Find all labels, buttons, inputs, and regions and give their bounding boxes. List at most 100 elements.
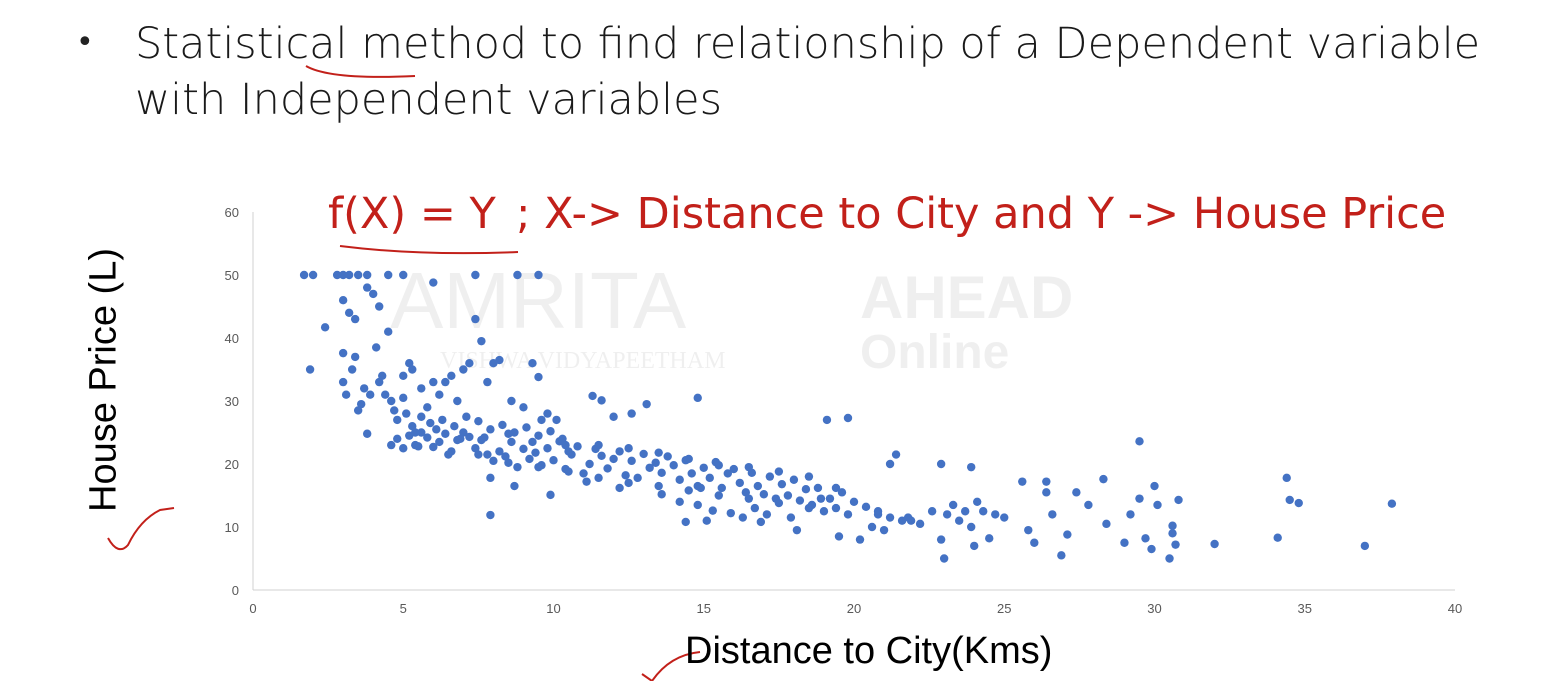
scatter-point: [804, 503, 814, 513]
scatter-point: [717, 483, 726, 493]
scatter-point: [973, 497, 982, 506]
scatter-point: [801, 485, 811, 494]
handwritten-annotations: [107, 65, 701, 681]
scatter-point: [441, 377, 450, 387]
x-tick-label: 10: [546, 601, 560, 616]
scatter-point: [744, 494, 754, 503]
checkmark-x-annotation: [641, 651, 701, 681]
scatter-point: [588, 391, 597, 401]
scatter-point: [687, 469, 696, 478]
scatter-point: [834, 532, 844, 541]
scatter-point: [816, 494, 826, 503]
y-tick-label: 40: [225, 331, 239, 346]
scatter-point: [849, 497, 859, 506]
scatter-point: [1099, 474, 1108, 484]
scatter-point: [402, 409, 411, 418]
scatter-point: [966, 522, 976, 532]
scatter-point: [831, 483, 841, 493]
scatter-point: [341, 390, 351, 399]
x-tick-label: 5: [400, 601, 407, 616]
scatter-point: [1360, 541, 1370, 551]
watermark-text-4: Online: [860, 326, 1009, 378]
scatter-point: [696, 483, 705, 493]
scatter-point: [885, 459, 895, 469]
scatter-point: [654, 448, 663, 457]
scatter-point: [651, 458, 660, 467]
scatter-point: [1135, 437, 1144, 446]
scatter-point: [465, 432, 474, 442]
scatter-point: [684, 454, 693, 464]
scatter-point: [465, 359, 474, 368]
scatter-point: [429, 278, 438, 287]
scatter-point: [489, 456, 498, 466]
scatter-point: [837, 488, 847, 497]
scatter-point: [344, 308, 354, 317]
scatter-point: [417, 428, 426, 437]
scatter-point: [447, 371, 456, 380]
scatter-point: [762, 510, 772, 519]
scatter-point: [320, 323, 330, 332]
scatter-point: [519, 444, 528, 454]
scatter-point: [582, 477, 591, 486]
scatter-point: [444, 450, 453, 459]
scatter-point: [714, 491, 723, 500]
scatter-point: [1210, 539, 1219, 549]
scatter-point: [1294, 498, 1303, 508]
scatter-point: [414, 442, 423, 451]
scatter-point: [338, 348, 348, 358]
scatter-point: [399, 371, 408, 380]
scatter-point: [299, 270, 309, 280]
watermark-text-2: VISHWA VIDYAPEETHAM: [440, 348, 726, 374]
scatter-point: [1030, 538, 1039, 547]
scatter-point: [777, 479, 787, 489]
x-tick-label: 35: [1298, 601, 1312, 616]
scatter-point: [684, 486, 693, 495]
scatter-point: [792, 525, 802, 535]
scatter-point: [1273, 533, 1282, 542]
scatter-point: [474, 450, 483, 459]
y-tick-label: 30: [225, 394, 239, 409]
scatter-point: [378, 371, 387, 380]
scatter-point: [843, 413, 853, 423]
scatter-point: [873, 510, 883, 519]
scatter-point: [1135, 494, 1144, 503]
scatter-point: [594, 473, 603, 483]
bullet-text: Statistical method to find relationship …: [135, 16, 1535, 128]
scatter-point: [573, 442, 582, 451]
x-tick-label: 0: [249, 601, 256, 616]
scatter-point: [525, 454, 534, 464]
scatter-point: [1057, 551, 1066, 560]
scatter-point: [546, 490, 555, 500]
scatter-point: [432, 425, 441, 434]
scatter-point: [699, 463, 708, 472]
scatter-point: [423, 403, 432, 412]
scatter-point: [495, 447, 504, 456]
scatter-point: [855, 535, 865, 544]
scatter-point: [471, 314, 480, 324]
scatter-point: [843, 510, 853, 519]
y-tick-label: 50: [225, 268, 239, 283]
scatter-point: [362, 283, 372, 292]
scatter-point: [387, 440, 396, 450]
scatter-point: [537, 415, 546, 425]
x-tick-label: 15: [697, 601, 711, 616]
scatter-point: [1126, 510, 1135, 519]
scatter-point: [663, 452, 672, 461]
scatter-point: [579, 469, 588, 478]
scatter-point: [417, 384, 426, 393]
scatter-point: [585, 459, 594, 469]
scatter-point: [1171, 540, 1180, 549]
scatter-point: [308, 270, 318, 280]
scatter-point: [453, 396, 462, 406]
scatter-point: [561, 440, 570, 450]
scatter-point: [705, 473, 714, 483]
scatter-point: [936, 459, 946, 469]
scatter-point: [1102, 519, 1111, 529]
scatter-point: [501, 452, 510, 461]
scatter-point: [471, 270, 480, 280]
scatter-point: [429, 377, 438, 387]
scatter-point: [879, 525, 889, 535]
y-tick-label: 20: [225, 457, 239, 472]
scatter-point: [1174, 495, 1183, 505]
y-tick-label: 0: [232, 583, 239, 598]
